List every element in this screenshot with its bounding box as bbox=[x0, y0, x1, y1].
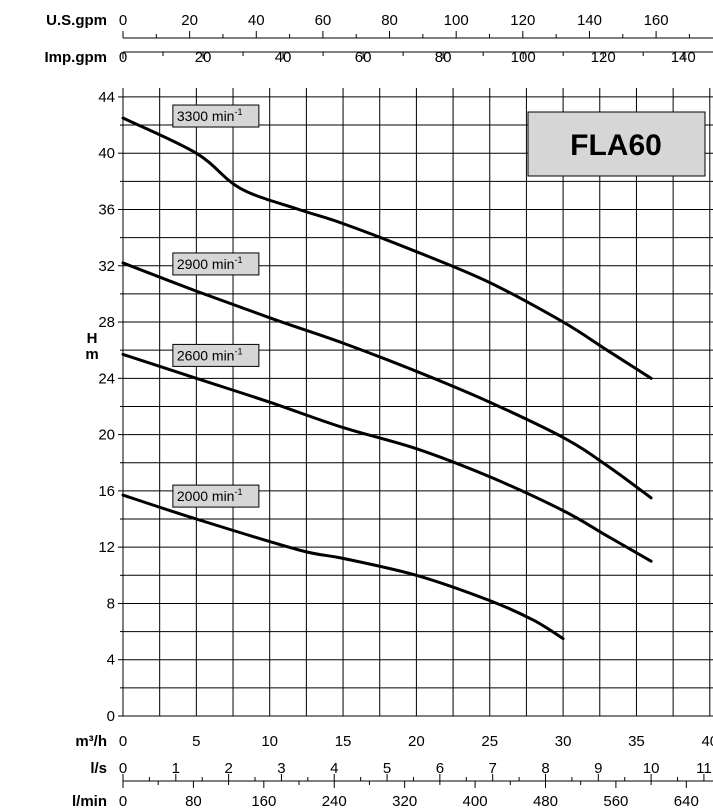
curves bbox=[121, 116, 653, 641]
y-tick-label: 4 bbox=[107, 652, 115, 669]
model-box: FLA60 bbox=[527, 111, 706, 177]
pump-curve-2600 bbox=[121, 352, 653, 563]
x-axis-name: U.S.gpm bbox=[46, 12, 107, 29]
x-axis-name: m³/h bbox=[75, 733, 107, 750]
x-tick-label: 20 bbox=[408, 733, 425, 750]
x-tick-label: 640 bbox=[674, 793, 699, 809]
curve-label: 3300 min-1 bbox=[172, 104, 260, 128]
x-tick-label: 11 bbox=[696, 760, 712, 777]
x-tick-label: 0 bbox=[119, 793, 127, 809]
x-tick-label: 5 bbox=[192, 733, 200, 750]
y-axis-label: H bbox=[87, 330, 98, 347]
curve-label-sup: -1 bbox=[234, 346, 242, 356]
curve-label-box bbox=[172, 343, 260, 367]
x-tick-label: 0 bbox=[119, 760, 127, 777]
x-tick-label: 30 bbox=[555, 733, 572, 750]
curve-label-text: 2000 min-1 bbox=[177, 487, 243, 504]
x-tick-label: 120 bbox=[510, 12, 535, 29]
pump-curve-3300 bbox=[121, 116, 653, 380]
y-tick-label: 8 bbox=[107, 595, 115, 612]
x-tick-label: 80 bbox=[185, 793, 202, 809]
x-tick-label: 0 bbox=[119, 12, 127, 29]
x-tick-label: 6 bbox=[436, 760, 444, 777]
x-tick-label: 35 bbox=[628, 733, 645, 750]
x-tick-label: 140 bbox=[577, 12, 602, 29]
y-tick-label: 0 bbox=[107, 708, 115, 725]
y-tick-label: 44 bbox=[98, 89, 115, 106]
x-tick-label: 0 bbox=[119, 49, 127, 66]
x-tick-label: 40 bbox=[275, 49, 292, 66]
x-axis-name: Imp.gpm bbox=[45, 49, 108, 66]
x-tick-label: 60 bbox=[355, 49, 372, 66]
y-tick-label: 40 bbox=[98, 145, 115, 162]
pump-curve-2000 bbox=[121, 493, 565, 641]
grid bbox=[123, 88, 713, 716]
curve-label-box bbox=[172, 252, 260, 276]
x-tick-label: 40 bbox=[248, 12, 265, 29]
x-tick-label: 100 bbox=[444, 12, 469, 29]
curve-label-sup: -1 bbox=[234, 255, 242, 265]
x-tick-label: 80 bbox=[435, 49, 452, 66]
y-tick-label: 12 bbox=[98, 539, 115, 556]
x-axis-name: l/s bbox=[90, 760, 107, 777]
curve-label: 2900 min-1 bbox=[172, 252, 260, 276]
x-tick-label: 400 bbox=[463, 793, 488, 809]
x-tick-label: 560 bbox=[603, 793, 628, 809]
x-axis-name: l/min bbox=[72, 793, 107, 809]
x-tick-label: 240 bbox=[322, 793, 347, 809]
y-tick-label: 36 bbox=[98, 201, 115, 218]
x-tick-label: 60 bbox=[315, 12, 332, 29]
x-tick-label: 120 bbox=[591, 49, 616, 66]
x-tick-label: 160 bbox=[251, 793, 276, 809]
x-tick-label: 80 bbox=[381, 12, 398, 29]
chart-title: FLA60 bbox=[570, 129, 662, 162]
curve-label-box bbox=[172, 104, 260, 128]
curve-label-text: 2600 min-1 bbox=[177, 346, 243, 363]
x-tick-label: 25 bbox=[481, 733, 498, 750]
x-tick-label: 15 bbox=[335, 733, 352, 750]
x-tick-label: 5 bbox=[383, 760, 391, 777]
x-tick-label: 1 bbox=[172, 760, 180, 777]
x-tick-label: 160 bbox=[644, 12, 669, 29]
pump-curve-2900 bbox=[121, 261, 653, 500]
y-tick-label: 20 bbox=[98, 427, 115, 444]
x-tick-label: 10 bbox=[643, 760, 660, 777]
x-tick-label: 20 bbox=[181, 12, 198, 29]
x-tick-label: 100 bbox=[511, 49, 536, 66]
y-tick-label: 32 bbox=[98, 258, 115, 275]
x-tick-label: 8 bbox=[541, 760, 549, 777]
x-tick-label: 20 bbox=[195, 49, 212, 66]
x-tick-label: 140 bbox=[671, 49, 696, 66]
y-tick-label: 28 bbox=[98, 314, 115, 331]
curve-label-sup: -1 bbox=[234, 487, 242, 497]
curve-label: 2600 min-1 bbox=[172, 343, 260, 367]
y-tick-label: 24 bbox=[98, 370, 115, 387]
x-tick-label: 40 bbox=[701, 733, 713, 750]
x-tick-label: 480 bbox=[533, 793, 558, 809]
curve-label-box bbox=[172, 484, 260, 508]
x-tick-label: 0 bbox=[119, 733, 127, 750]
y-axis-unit: m bbox=[85, 346, 98, 363]
curve-label-text: 3300 min-1 bbox=[177, 107, 243, 124]
x-tick-label: 9 bbox=[594, 760, 602, 777]
x-tick-label: 2 bbox=[224, 760, 232, 777]
curve-label-sup: -1 bbox=[234, 107, 242, 117]
curve-label-text: 2900 min-1 bbox=[177, 255, 243, 272]
x-tick-label: 320 bbox=[392, 793, 417, 809]
x-tick-label: 4 bbox=[330, 760, 338, 777]
curve-labels: 3300 min-1 2900 min-1 2600 min-1 2000 min-1 bbox=[172, 104, 260, 508]
x-tick-label: 10 bbox=[261, 733, 278, 750]
x-tick-label: 3 bbox=[277, 760, 285, 777]
y-tick-label: 16 bbox=[98, 483, 115, 500]
curve-label: 2000 min-1 bbox=[172, 484, 260, 508]
x-tick-label: 7 bbox=[489, 760, 497, 777]
